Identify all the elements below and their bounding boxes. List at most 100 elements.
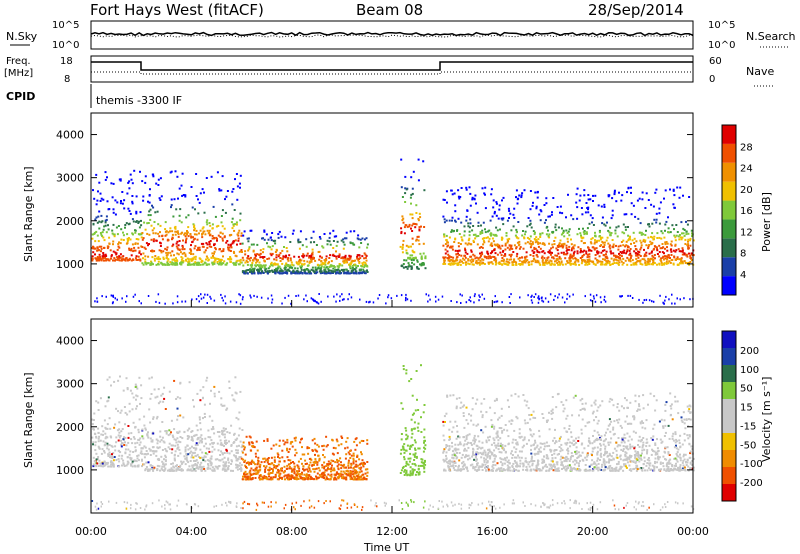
heatmap-cell bbox=[349, 257, 352, 260]
heatmap-cell bbox=[409, 213, 412, 216]
heatmap-cell bbox=[557, 296, 559, 299]
heatmap-cell bbox=[578, 227, 580, 230]
heatmap-cell bbox=[515, 263, 518, 266]
heatmap-cell bbox=[189, 460, 192, 462]
heatmap-cell bbox=[337, 272, 340, 275]
heatmap-cell bbox=[281, 478, 284, 480]
heatmap-cell bbox=[133, 460, 136, 463]
heatmap-cell bbox=[221, 175, 224, 178]
heatmap-cell bbox=[667, 262, 670, 265]
heatmap-cell bbox=[423, 189, 426, 192]
heatmap-cell bbox=[575, 201, 578, 204]
heatmap-cell bbox=[352, 457, 355, 460]
heatmap-cell bbox=[334, 268, 337, 271]
heatmap-cell bbox=[171, 230, 174, 233]
heatmap-cell bbox=[350, 454, 353, 457]
heatmap-cell bbox=[302, 263, 305, 266]
heatmap-cell bbox=[604, 300, 607, 303]
heatmap-cell bbox=[637, 256, 640, 259]
heatmap-cell bbox=[689, 239, 692, 242]
heatmap-cell bbox=[291, 445, 294, 448]
heatmap-cell bbox=[260, 478, 263, 481]
heatmap-cell bbox=[405, 224, 408, 227]
heatmap-cell bbox=[190, 249, 192, 252]
heatmap-cell bbox=[216, 262, 219, 265]
heatmap-cell bbox=[147, 431, 149, 434]
heatmap-cell bbox=[524, 242, 527, 245]
heatmap-cell bbox=[149, 218, 152, 221]
heatmap-cell bbox=[136, 441, 139, 444]
heatmap-cell bbox=[286, 464, 289, 467]
heatmap-cell bbox=[453, 229, 455, 232]
heatmap-cell bbox=[319, 255, 322, 258]
heatmap-cell bbox=[277, 255, 280, 258]
heatmap-cell bbox=[477, 258, 480, 261]
heatmap-cell bbox=[138, 443, 141, 446]
heatmap-cell bbox=[608, 260, 611, 263]
heatmap-cell bbox=[285, 270, 288, 273]
heatmap-cell bbox=[134, 383, 137, 386]
heatmap-cell bbox=[213, 260, 216, 263]
heatmap-cell bbox=[303, 478, 306, 481]
heatmap-cell bbox=[256, 295, 258, 298]
heatmap-cell bbox=[475, 235, 478, 238]
heatmap-cell bbox=[452, 262, 455, 265]
heatmap-cell bbox=[251, 442, 254, 445]
heatmap-cell bbox=[219, 248, 221, 250]
heatmap-cell bbox=[277, 470, 280, 473]
heatmap-cell bbox=[271, 269, 273, 272]
heatmap-cell bbox=[116, 256, 119, 258]
heatmap-cell bbox=[225, 241, 228, 244]
heatmap-cell bbox=[316, 477, 319, 480]
heatmap-cell bbox=[537, 296, 539, 299]
heatmap-cell bbox=[486, 251, 489, 254]
heatmap-cell bbox=[322, 263, 325, 266]
heatmap-cell bbox=[125, 257, 128, 260]
heatmap-cell bbox=[255, 466, 258, 469]
heatmap-cell bbox=[218, 259, 221, 262]
heatmap-cell bbox=[227, 465, 230, 468]
heatmap-cell bbox=[131, 442, 134, 445]
heatmap-cell bbox=[497, 217, 500, 220]
heatmap-cell bbox=[281, 257, 284, 260]
heatmap-cell bbox=[613, 191, 616, 194]
heatmap-cell bbox=[116, 429, 119, 432]
heatmap-cell bbox=[599, 296, 602, 299]
heatmap-cell bbox=[330, 260, 333, 263]
heatmap-cell bbox=[409, 254, 412, 257]
heatmap-cell bbox=[468, 186, 471, 189]
heatmap-cell bbox=[467, 259, 470, 262]
heatmap-cell bbox=[208, 222, 211, 224]
heatmap-cell bbox=[191, 469, 194, 472]
heatmap-cell bbox=[212, 441, 215, 444]
heatmap-cell bbox=[284, 474, 287, 477]
heatmap-cell bbox=[492, 255, 495, 258]
heatmap-cell bbox=[273, 461, 276, 463]
heatmap-cell bbox=[158, 465, 161, 468]
heatmap-cell bbox=[404, 299, 407, 302]
heatmap-cell bbox=[610, 257, 613, 260]
heatmap-cell bbox=[287, 294, 290, 297]
heatmap-cell bbox=[525, 255, 528, 258]
heatmap-cell bbox=[604, 224, 607, 227]
heatmap-cell bbox=[494, 244, 497, 247]
heatmap-cell bbox=[400, 402, 403, 405]
heatmap-cell bbox=[263, 229, 266, 232]
heatmap-cell bbox=[404, 192, 407, 195]
heatmap-cell bbox=[216, 467, 219, 470]
heatmap-cell bbox=[447, 259, 450, 262]
heatmap-cell bbox=[298, 258, 301, 261]
heatmap-cell bbox=[130, 432, 133, 435]
heatmap-cell bbox=[96, 199, 99, 202]
freq-panel-frame bbox=[90, 55, 694, 83]
heatmap-cell bbox=[561, 212, 564, 215]
heatmap-cell bbox=[639, 222, 642, 225]
heatmap-cell bbox=[98, 447, 101, 450]
heatmap-cell bbox=[261, 478, 264, 481]
heatmap-cell bbox=[548, 242, 551, 245]
heatmap-cell bbox=[656, 232, 659, 235]
heatmap-cell bbox=[459, 196, 462, 198]
heatmap-cell bbox=[196, 438, 199, 441]
heatmap-cell bbox=[533, 248, 536, 251]
heatmap-cell bbox=[457, 217, 460, 220]
